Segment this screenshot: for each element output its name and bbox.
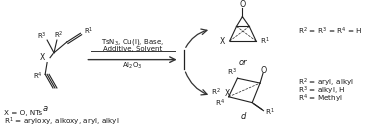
Text: R$^1$ = aryloxy, alkoxy, aryl, alkyl: R$^1$ = aryloxy, alkoxy, aryl, alkyl [4, 116, 119, 128]
Text: R$^3$: R$^3$ [37, 31, 47, 42]
Text: R$^4$: R$^4$ [215, 98, 225, 109]
Text: O: O [239, 0, 246, 9]
Text: R$^4$ = Methyl: R$^4$ = Methyl [298, 93, 343, 105]
Text: R$^2$ = R$^3$ = R$^4$ = H: R$^2$ = R$^3$ = R$^4$ = H [298, 26, 363, 37]
Text: R$^3$: R$^3$ [227, 67, 237, 78]
Text: TsN$_3$, Cu(I), Base,: TsN$_3$, Cu(I), Base, [101, 37, 164, 47]
Text: or: or [239, 58, 248, 67]
Text: d: d [241, 112, 246, 121]
Text: R$^2$: R$^2$ [211, 86, 221, 98]
Text: R$^2$ = aryl, alkyl: R$^2$ = aryl, alkyl [298, 77, 354, 89]
Text: X = O, NTs: X = O, NTs [4, 110, 42, 116]
Text: R$^1$: R$^1$ [265, 107, 275, 118]
Text: X: X [220, 37, 225, 46]
Text: R$^1$: R$^1$ [84, 26, 93, 37]
Text: X: X [225, 89, 230, 98]
Text: Additive, Solvent: Additive, Solvent [103, 46, 162, 52]
Text: R$^1$: R$^1$ [260, 35, 270, 47]
Text: R$^2$: R$^2$ [54, 30, 64, 41]
Text: Al$_2$O$_3$: Al$_2$O$_3$ [122, 61, 143, 71]
Text: R$^3$ = alkyl, H: R$^3$ = alkyl, H [298, 85, 346, 97]
Text: a: a [43, 104, 48, 113]
Text: X: X [40, 53, 45, 62]
Text: O: O [261, 66, 267, 75]
Text: R$^4$: R$^4$ [33, 71, 43, 82]
